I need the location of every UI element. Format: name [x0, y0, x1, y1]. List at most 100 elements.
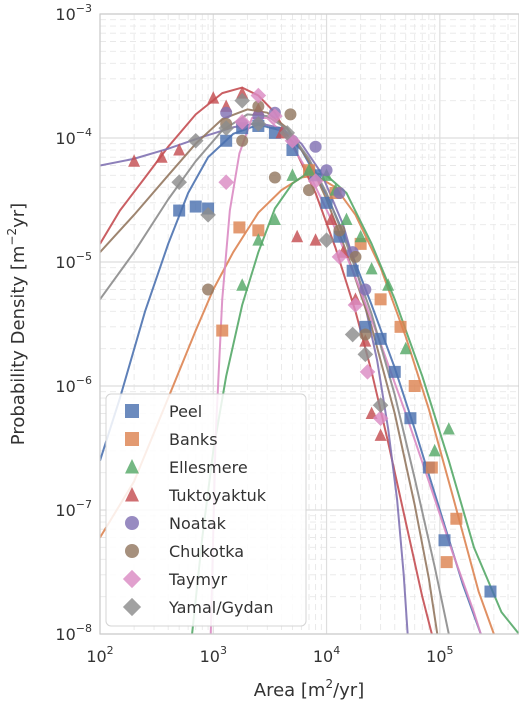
data-point-yamal-gydan — [200, 207, 216, 223]
data-point-chukotka — [252, 100, 265, 113]
data-point-banks — [440, 556, 453, 569]
legend-label-tuktoyaktuk: Tuktoyaktuk — [168, 486, 267, 505]
legend-label-noatak: Noatak — [169, 514, 227, 533]
data-point-ellesmere — [236, 278, 249, 291]
data-point-tuktoyaktuk — [128, 154, 141, 167]
legend: Peel Banks Ellesmere Tuktoyaktuk Noatak Chuko… — [105, 393, 307, 627]
x-tick-label: 102 — [86, 644, 113, 666]
data-point-taymyr — [359, 364, 376, 380]
data-point-taymyr — [250, 87, 267, 104]
fit-curve-noatak — [100, 122, 409, 634]
data-point-peel — [484, 585, 497, 598]
legend-label-peel: Peel — [169, 402, 202, 421]
data-point-peel — [388, 365, 401, 378]
legend-marker-peel — [125, 404, 139, 418]
data-point-taymyr — [307, 173, 324, 189]
data-point-tuktoyaktuk — [236, 86, 249, 99]
data-point-ellesmere — [286, 168, 299, 181]
data-point-noatak — [220, 106, 233, 119]
data-point-yamal-gydan — [372, 397, 389, 414]
legend-label-taymyr: Taymyr — [168, 570, 227, 589]
legend-marker-yamal-gydan — [122, 597, 142, 617]
data-point-peel — [220, 134, 233, 147]
data-point-noatak — [359, 283, 372, 296]
data-point-banks — [252, 224, 265, 237]
data-point-taymyr — [347, 297, 364, 313]
legend-label-ellesmere: Ellesmere — [169, 458, 248, 477]
data-point-chukotka — [268, 171, 281, 184]
data-point-yamal-gydan — [171, 174, 187, 191]
data-point-ellesmere — [268, 212, 281, 226]
data-points — [128, 86, 497, 598]
data-point-yamal-gydan — [279, 125, 296, 141]
data-point-banks — [233, 221, 246, 234]
data-point-peel — [438, 534, 451, 547]
data-point-tuktoyaktuk — [207, 91, 220, 104]
legend-marker-banks — [125, 432, 139, 446]
data-point-ellesmere — [340, 212, 353, 226]
data-point-yamal-gydan — [344, 326, 361, 343]
data-point-peel — [374, 332, 387, 345]
data-point-tuktoyaktuk — [155, 150, 168, 163]
legend-marker-chukotka — [125, 544, 139, 558]
data-point-chukotka — [303, 184, 316, 197]
data-point-peel — [346, 264, 359, 277]
y-tick-label: 10−4 — [55, 126, 92, 148]
y-axis-label: Probability Density [m−2yr] — [5, 203, 29, 445]
data-point-chukotka — [202, 283, 215, 296]
data-point-tuktoyaktuk — [309, 233, 322, 246]
data-point-yamal-gydan — [218, 120, 234, 136]
data-point-banks — [425, 461, 438, 474]
data-point-ellesmere — [365, 261, 378, 275]
x-tick-label: 103 — [200, 644, 227, 666]
data-point-ellesmere — [428, 443, 441, 457]
data-point-chukotka — [236, 134, 249, 147]
y-tick-label: 10−6 — [55, 374, 92, 396]
data-point-taymyr — [218, 174, 234, 191]
data-point-peel — [404, 412, 417, 425]
legend-marker-tuktoyaktuk — [125, 486, 139, 502]
legend-label-yamal-gydan: Yamal/Gydan — [168, 598, 274, 617]
x-tick-label: 105 — [426, 644, 453, 666]
legend-box — [105, 393, 307, 627]
data-point-peel — [320, 196, 333, 209]
y-tick-label: 10−3 — [55, 2, 92, 24]
y-tick-label: 10−8 — [55, 622, 92, 644]
data-point-yamal-gydan — [357, 346, 374, 363]
legend-marker-ellesmere — [125, 458, 139, 474]
data-point-tuktoyaktuk — [365, 406, 378, 420]
data-point-ellesmere — [354, 229, 367, 243]
data-point-taymyr — [234, 114, 250, 130]
data-point-ellesmere — [399, 341, 412, 355]
data-point-banks — [394, 320, 407, 333]
data-point-taymyr — [331, 249, 348, 265]
data-point-peel — [286, 144, 299, 157]
data-point-banks — [408, 380, 421, 392]
data-point-yamal-gydan — [250, 116, 267, 132]
data-point-noatak — [320, 164, 333, 177]
x-tick-labels: 102 103 104 105 — [86, 644, 453, 666]
data-point-peel — [173, 204, 186, 217]
data-point-banks — [216, 324, 229, 337]
legend-label-chukotka: Chukotka — [169, 542, 244, 561]
y-tick-label: 10−7 — [55, 498, 92, 520]
data-point-yamal-gydan — [318, 232, 335, 248]
legend-label-banks: Banks — [169, 430, 218, 449]
data-point-chukotka — [333, 224, 346, 237]
y-tick-labels: 10−8 10−7 10−6 10−5 10−4 10−3 — [55, 2, 92, 644]
data-point-tuktoyaktuk — [291, 229, 304, 243]
data-point-tuktoyaktuk — [374, 428, 387, 441]
data-point-ellesmere — [382, 278, 395, 291]
plot-frame — [99, 13, 519, 635]
data-point-tuktoyaktuk — [173, 143, 186, 156]
data-point-taymyr — [267, 108, 283, 124]
legend-marker-taymyr — [122, 569, 142, 589]
data-point-taymyr — [372, 410, 389, 426]
data-point-noatak — [333, 187, 346, 200]
data-point-peel — [189, 200, 202, 213]
data-point-chukotka — [349, 250, 362, 263]
data-point-tuktoyaktuk — [325, 212, 338, 226]
data-point-banks — [374, 293, 387, 306]
